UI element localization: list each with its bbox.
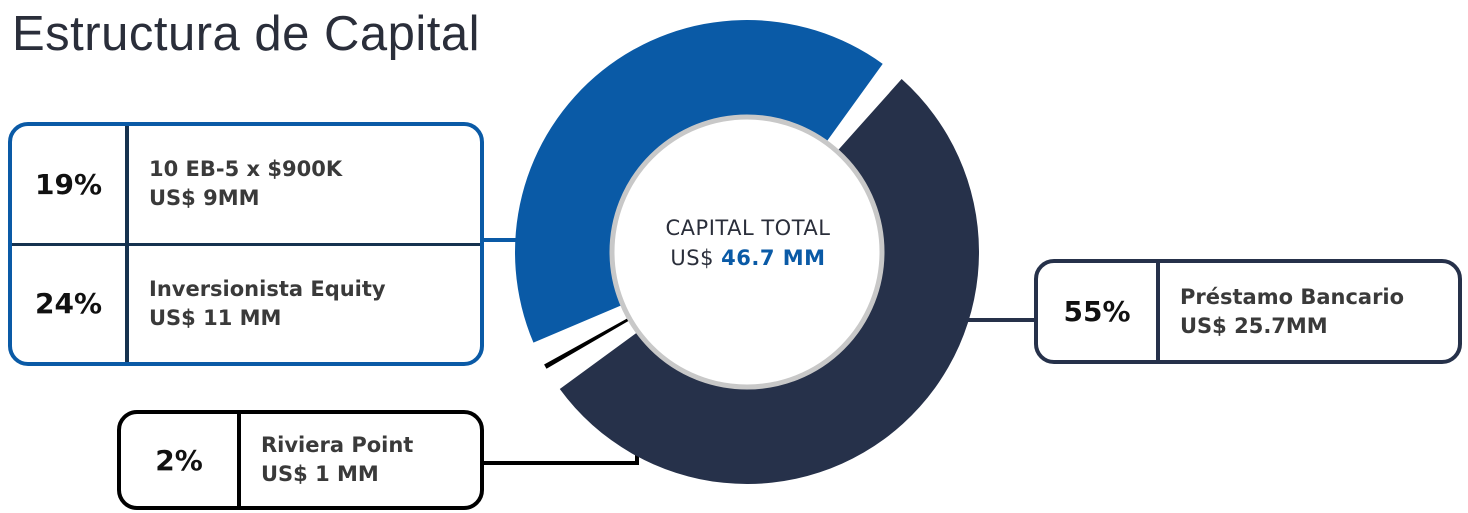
label-equity: Inversionista Equity [149,276,386,301]
label-riviera: Riviera Point [261,433,414,457]
amount-bank: US$ 25.7MM [1180,313,1328,338]
card-eb5-equity: 19% 10 EB-5 x $900K US$ 9MM 24% Inversio… [8,122,484,366]
card-riviera: 2% Riviera Point US$ 1 MM [117,410,484,510]
center-label: CAPITAL TOTAL US$ 46.7 MM [612,213,884,273]
center-amount: 46.7 MM [721,246,826,270]
percent-equity: 24% [12,245,129,362]
center-total: US$ 46.7 MM [612,243,884,273]
amount-eb5: US$ 9MM [149,186,260,211]
card-bank-loan: 55% Préstamo Bancario US$ 25.7MM [1034,259,1462,364]
page-title: Estructura de Capital [12,7,481,61]
center-title: CAPITAL TOTAL [665,216,831,240]
amount-equity: US$ 11 MM [149,305,282,330]
percent-eb5: 19% [12,126,129,243]
percent-bank: 55% [1038,263,1160,360]
slice-riviera-point [544,317,631,369]
card-row-eb5: 19% 10 EB-5 x $900K US$ 9MM [12,126,480,243]
label-eb5: 10 EB-5 x $900K [149,157,343,182]
amount-riviera: US$ 1 MM [261,462,379,486]
slice-eb5-equity [515,19,883,343]
slice-bank-loan [559,79,979,484]
center-prefix: US$ [670,246,714,270]
label-bank: Préstamo Bancario [1180,284,1405,309]
center-ring [609,114,885,390]
percent-riviera: 2% [121,414,241,506]
card-row-equity: 24% Inversionista Equity US$ 11 MM [12,242,480,362]
